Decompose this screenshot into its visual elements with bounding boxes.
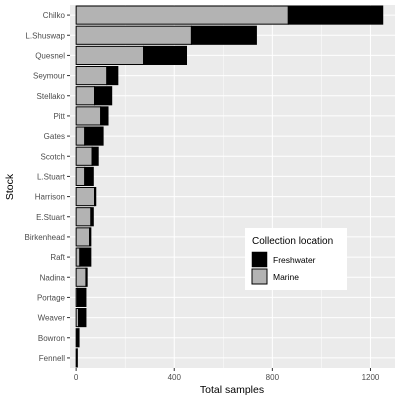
- legend-label-freshwater: Freshwater: [273, 255, 316, 265]
- bar-marine-gates: [75, 126, 86, 146]
- bar-freshwater-fennell: [75, 348, 78, 368]
- y-tick-label-fennell: Fennell: [39, 354, 65, 363]
- y-tick-label-bowron: Bowron: [38, 334, 65, 343]
- bar-marine-birkenhead: [75, 227, 91, 247]
- bar-freshwater-bowron: [75, 328, 80, 348]
- bar-freshwater-nadina: [85, 267, 88, 287]
- plot-panel: [70, 5, 395, 368]
- bars: [75, 5, 384, 368]
- bar-freshwater-l-shuswap: [190, 25, 257, 45]
- legend: Collection location Freshwater Marine: [245, 228, 347, 290]
- bar-marine-chilko: [75, 5, 289, 25]
- bar-freshwater-pitt: [100, 106, 109, 126]
- y-tick-label-stellako: Stellako: [37, 92, 66, 101]
- x-tick-label-1200: 1200: [362, 373, 380, 382]
- bar-marine-l-shuswap: [75, 25, 192, 45]
- bar-freshwater-seymour: [106, 66, 119, 86]
- y-tick-label-pitt: Pitt: [53, 112, 65, 121]
- legend-label-marine: Marine: [273, 272, 299, 282]
- y-tick-label-portage: Portage: [37, 293, 66, 302]
- x-tick-label-0: 0: [74, 373, 79, 382]
- bar-marine-quesnel: [75, 45, 145, 65]
- x-axis: 0 400 800 1200: [74, 368, 380, 382]
- bar-marine-e-stuart: [75, 207, 92, 227]
- x-tick-label-800: 800: [266, 373, 280, 382]
- bar-freshwater-gates: [84, 126, 104, 146]
- bar-freshwater-portage: [76, 287, 87, 307]
- x-axis-title: Total samples: [200, 384, 264, 396]
- bar-marine-pitt: [75, 106, 102, 126]
- y-axis: Chilko L.Shuswap Quesnel Seymour Stellako Pit…: [25, 11, 70, 363]
- y-tick-label-chilko: Chilko: [43, 11, 66, 20]
- bar-freshwater-stellako: [94, 86, 113, 106]
- bar-freshwater-chilko: [287, 5, 384, 25]
- bar-freshwater-scotch: [91, 146, 99, 166]
- bar-marine-l-stuart: [75, 166, 86, 186]
- y-tick-label-weaver: Weaver: [38, 314, 66, 323]
- y-tick-label-birkenhead: Birkenhead: [25, 233, 65, 242]
- bar-marine-stellako: [75, 86, 96, 106]
- bar-freshwater-harrison: [94, 187, 97, 207]
- y-axis-title: Stock: [4, 173, 16, 200]
- bar-freshwater-birkenhead: [89, 227, 92, 247]
- y-tick-label-seymour: Seymour: [33, 72, 65, 81]
- y-tick-label-l-stuart: L.Stuart: [37, 172, 66, 181]
- y-tick-label-l-shuswap: L.Shuswap: [25, 31, 65, 40]
- bar-freshwater-l-stuart: [84, 166, 94, 186]
- bar-freshwater-raft: [79, 247, 92, 267]
- y-tick-label-quesnel: Quesnel: [35, 51, 65, 60]
- bar-marine-raft: [75, 247, 81, 267]
- bar-marine-harrison: [75, 187, 96, 207]
- y-tick-label-raft: Raft: [50, 253, 65, 262]
- bar-marine-scotch: [75, 146, 93, 166]
- y-tick-label-harrison: Harrison: [35, 193, 65, 202]
- y-tick-label-e-stuart: E.Stuart: [36, 213, 66, 222]
- bar-freshwater-weaver: [78, 308, 87, 328]
- y-tick-label-scotch: Scotch: [41, 152, 65, 161]
- x-tick-label-400: 400: [168, 373, 182, 382]
- bar-marine-seymour: [75, 66, 108, 86]
- y-tick-label-nadina: Nadina: [40, 273, 66, 282]
- legend-title: Collection location: [252, 236, 333, 247]
- bar-freshwater-e-stuart: [90, 207, 94, 227]
- legend-key-freshwater: [251, 251, 268, 268]
- y-tick-label-gates: Gates: [44, 132, 65, 141]
- bar-freshwater-quesnel: [143, 45, 188, 65]
- bar-marine-nadina: [75, 267, 87, 287]
- legend-key-marine: [251, 268, 268, 285]
